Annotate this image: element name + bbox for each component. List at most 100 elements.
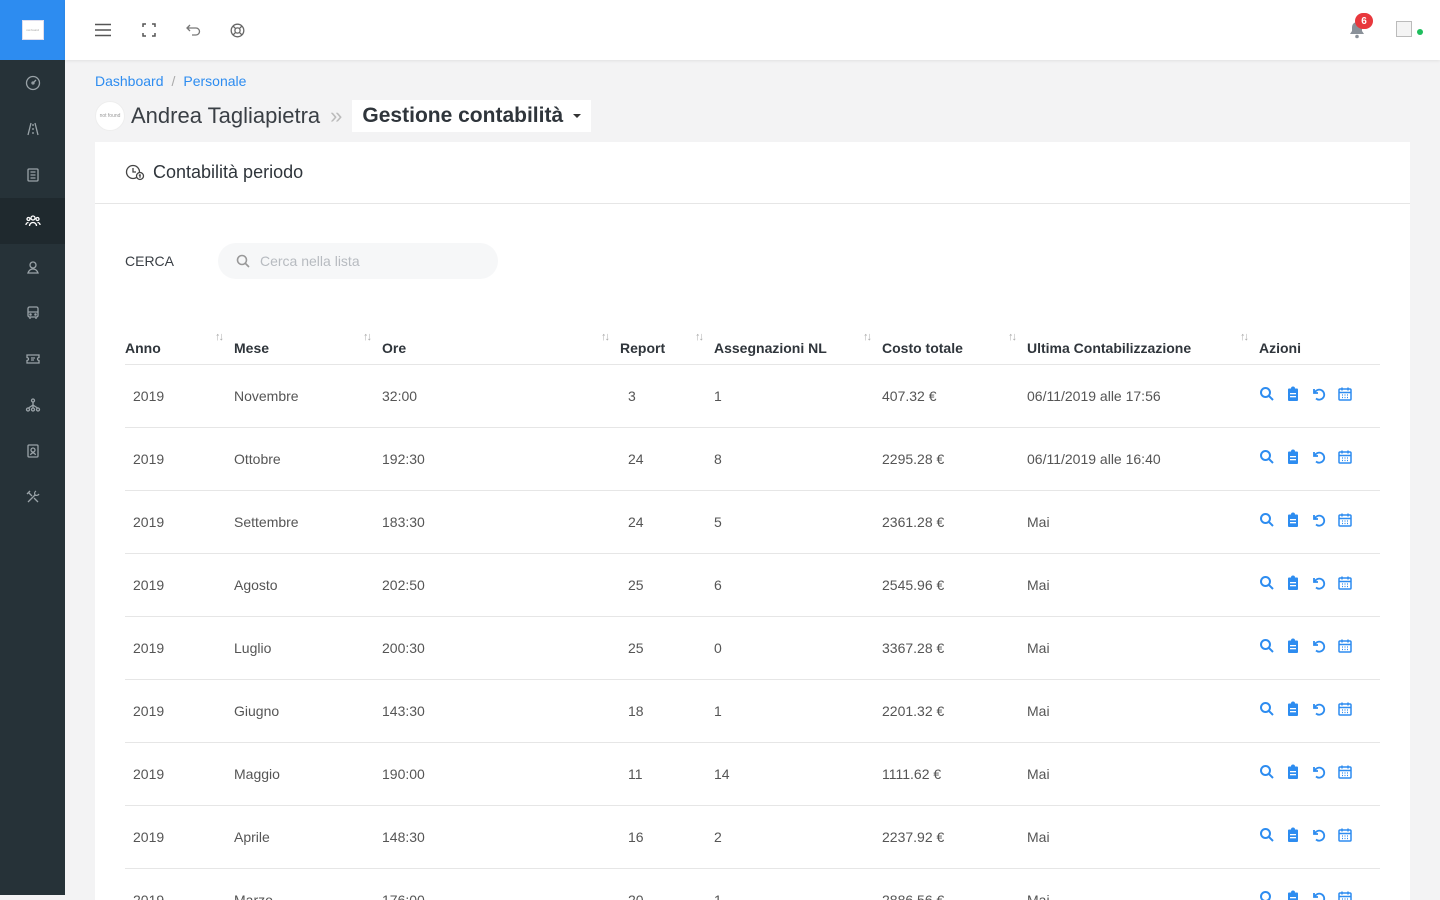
sort-icon[interactable]: ↑↓ xyxy=(863,331,872,343)
cell-assegnazioni: 1 xyxy=(714,679,882,743)
sidebar-item-reports[interactable] xyxy=(0,428,65,474)
report-button[interactable] xyxy=(1285,701,1301,720)
user-avatar[interactable] xyxy=(1396,21,1412,37)
sidebar-item-documents[interactable] xyxy=(0,152,65,198)
cell-mese: Marzo xyxy=(234,868,382,900)
cell-actions xyxy=(1259,742,1380,806)
cell-ultima: Mai xyxy=(1027,616,1259,680)
calendar-button[interactable] xyxy=(1337,638,1353,657)
view-button[interactable] xyxy=(1259,575,1275,594)
sidebar-item-personnel[interactable] xyxy=(0,198,65,244)
report-button[interactable] xyxy=(1285,575,1301,594)
report-button[interactable] xyxy=(1285,449,1301,468)
cell-ultima: Mai xyxy=(1027,868,1259,900)
calendar-button[interactable] xyxy=(1337,890,1353,900)
reset-button[interactable] xyxy=(1311,512,1327,531)
report-button[interactable] xyxy=(1285,890,1301,900)
cell-report: 3 xyxy=(620,364,714,428)
sidebar-item-routes[interactable] xyxy=(0,106,65,152)
calendar-button[interactable] xyxy=(1337,827,1353,846)
sidebar: not found xyxy=(0,0,65,895)
fullscreen-button[interactable] xyxy=(139,20,159,40)
sidebar-item-dashboard[interactable] xyxy=(0,60,65,106)
menu-toggle-button[interactable] xyxy=(93,20,113,40)
reset-button[interactable] xyxy=(1311,701,1327,720)
undo-icon xyxy=(1313,829,1326,842)
sidebar-item-tickets[interactable] xyxy=(0,336,65,382)
calendar-button[interactable] xyxy=(1337,701,1353,720)
calendar-button[interactable] xyxy=(1337,386,1353,405)
sort-icon[interactable]: ↑↓ xyxy=(1240,331,1249,343)
clipboard-icon xyxy=(1288,575,1298,590)
reset-button[interactable] xyxy=(1311,449,1327,468)
profile-picture: not found xyxy=(95,101,125,131)
cell-anno: 2019 xyxy=(125,364,234,428)
cell-actions xyxy=(1259,553,1380,617)
breadcrumb-personale[interactable]: Personale xyxy=(183,73,247,89)
sidebar-item-vehicles[interactable] xyxy=(0,290,65,336)
calendar-button[interactable] xyxy=(1337,764,1353,783)
sidebar-item-settings[interactable] xyxy=(0,474,65,520)
search-icon xyxy=(1260,450,1274,464)
reset-button[interactable] xyxy=(1311,890,1327,900)
help-button[interactable] xyxy=(227,20,247,40)
sort-icon[interactable]: ↑↓ xyxy=(363,331,372,343)
view-button[interactable] xyxy=(1259,827,1275,846)
search-row: CERCA xyxy=(125,243,498,279)
reset-button[interactable] xyxy=(1311,575,1327,594)
sidebar-item-drivers[interactable] xyxy=(0,244,65,290)
column-header-costo[interactable]: Costo totale ↑↓ xyxy=(882,322,1027,365)
back-button[interactable] xyxy=(183,20,203,40)
breadcrumb-dashboard[interactable]: Dashboard xyxy=(95,73,164,89)
sort-icon[interactable]: ↑↓ xyxy=(601,331,610,343)
cell-mese: Novembre xyxy=(234,364,382,428)
calendar-button[interactable] xyxy=(1337,575,1353,594)
cell-costo: 1111.62 € xyxy=(882,742,1027,806)
reset-button[interactable] xyxy=(1311,638,1327,657)
view-button[interactable] xyxy=(1259,386,1275,405)
search-icon xyxy=(1260,387,1274,401)
app-logo[interactable]: not found xyxy=(0,0,65,60)
column-header-mese[interactable]: Mese ↑↓ xyxy=(234,322,382,365)
column-header-ultima[interactable]: Ultima Contabilizzazione ↑↓ xyxy=(1027,322,1259,365)
view-button[interactable] xyxy=(1259,449,1275,468)
view-button[interactable] xyxy=(1259,512,1275,531)
column-header-anno[interactable]: Anno ↑↓ xyxy=(125,322,234,365)
clipboard-icon xyxy=(1288,449,1298,464)
section-dropdown[interactable]: Gestione contabilità xyxy=(352,100,592,132)
column-header-report[interactable]: Report ↑↓ xyxy=(620,322,714,365)
calendar-icon xyxy=(1338,387,1352,401)
report-button[interactable] xyxy=(1285,386,1301,405)
calendar-button[interactable] xyxy=(1337,449,1353,468)
undo-icon xyxy=(1313,451,1326,464)
view-button[interactable] xyxy=(1259,701,1275,720)
column-header-ore[interactable]: Ore ↑↓ xyxy=(382,322,620,365)
cell-anno: 2019 xyxy=(125,742,234,806)
cell-mese: Settembre xyxy=(234,490,382,554)
calendar-icon xyxy=(1338,828,1352,842)
column-header-assegnazioni[interactable]: Assegnazioni NL ↑↓ xyxy=(714,322,882,365)
view-button[interactable] xyxy=(1259,890,1275,900)
lifebuoy-icon xyxy=(230,23,244,37)
report-button[interactable] xyxy=(1285,512,1301,531)
report-button[interactable] xyxy=(1285,638,1301,657)
cell-actions xyxy=(1259,868,1380,900)
view-button[interactable] xyxy=(1259,638,1275,657)
reset-button[interactable] xyxy=(1311,764,1327,783)
sort-icon[interactable]: ↑↓ xyxy=(215,331,224,343)
calendar-button[interactable] xyxy=(1337,512,1353,531)
report-icon xyxy=(26,444,39,458)
clipboard-icon xyxy=(1288,512,1298,527)
card-header: Contabilità periodo xyxy=(95,142,1410,204)
sidebar-item-network[interactable] xyxy=(0,382,65,428)
cell-costo: 2886.56 € xyxy=(882,868,1027,900)
sort-icon[interactable]: ↑↓ xyxy=(695,331,704,343)
view-button[interactable] xyxy=(1259,764,1275,783)
report-button[interactable] xyxy=(1285,764,1301,783)
search-input[interactable] xyxy=(260,253,480,269)
reset-button[interactable] xyxy=(1311,386,1327,405)
report-button[interactable] xyxy=(1285,827,1301,846)
sort-icon[interactable]: ↑↓ xyxy=(1008,331,1017,343)
cell-ore: 176:00 xyxy=(382,868,620,900)
reset-button[interactable] xyxy=(1311,827,1327,846)
